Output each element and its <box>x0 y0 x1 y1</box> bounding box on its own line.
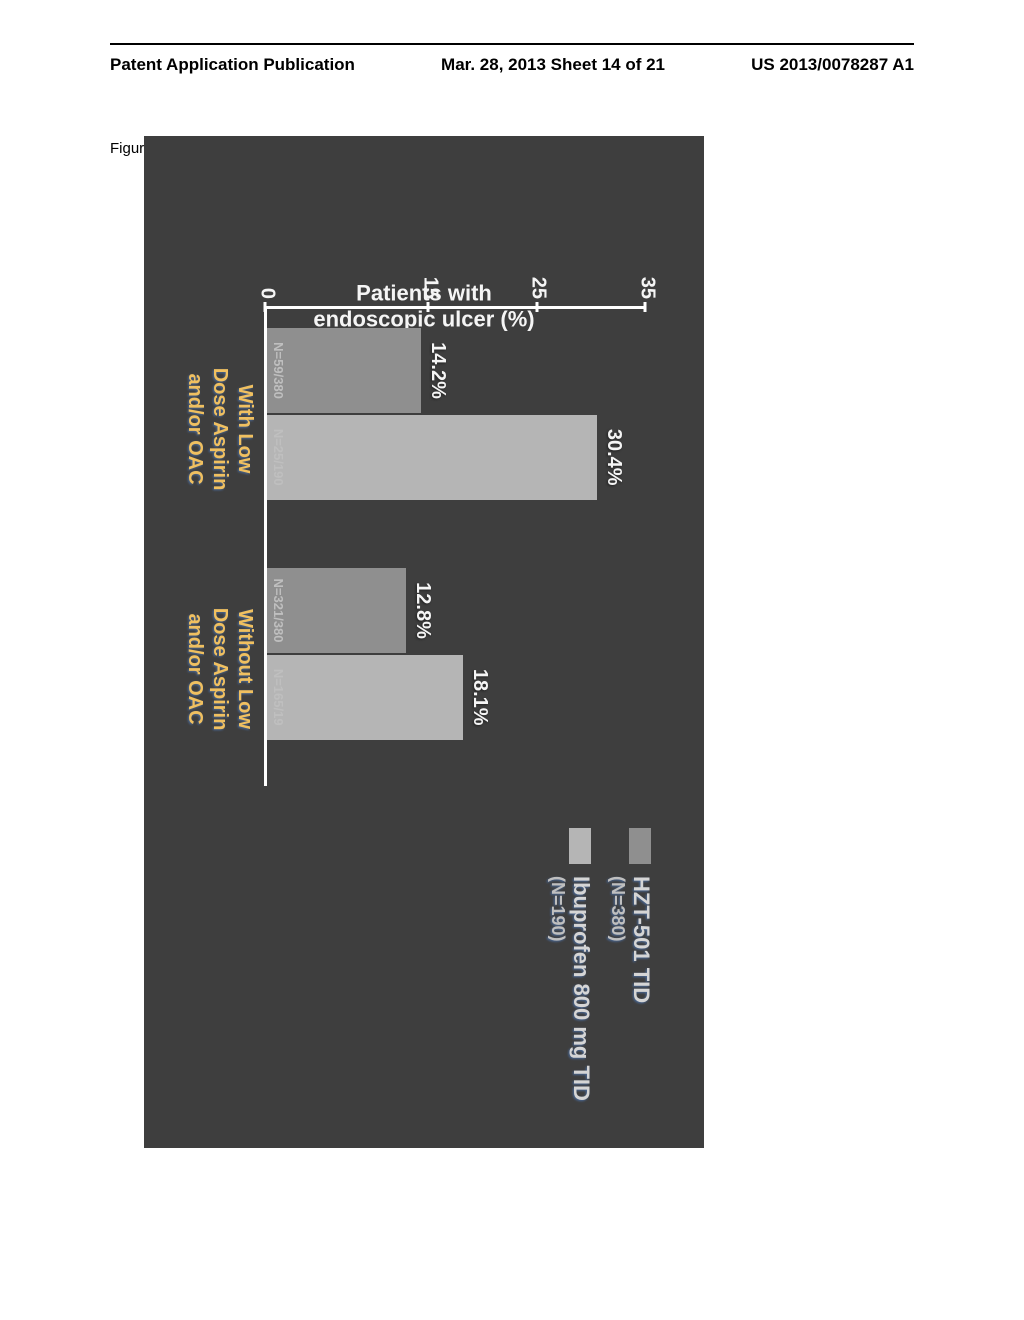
category-label: Without LowDose Aspirinand/or OAC <box>182 569 257 769</box>
y-tick: 35 <box>636 259 659 309</box>
legend-swatch <box>569 828 591 864</box>
legend-item: Ibuprofen 800 mg TID (N=190) <box>546 828 594 1108</box>
legend-label: HZT-501 TID (N=380) <box>606 876 654 1003</box>
bar-value-label: 12.8% <box>411 568 434 653</box>
bar-n-label: N=59/380 <box>271 328 286 413</box>
bar-n-label: N=25/190 <box>271 415 286 500</box>
bar-value-label: 14.2% <box>426 328 449 413</box>
bar: 14.2%N=59/380 <box>267 328 421 413</box>
y-tick: 15 <box>418 259 441 309</box>
header-center: Mar. 28, 2013 Sheet 14 of 21 <box>441 55 665 75</box>
chart-frame: Patients withendoscopic ulcer (%) 015253… <box>144 136 704 1148</box>
plot-area: 015253514.2%N=59/38030.4%N=25/190With Lo… <box>264 306 644 786</box>
y-tick: 0 <box>256 259 279 309</box>
legend-label: Ibuprofen 800 mg TID (N=190) <box>546 876 594 1101</box>
bar-n-label: N=321/380 <box>271 568 286 653</box>
header-right: US 2013/0078287 A1 <box>751 55 914 75</box>
header-rule <box>110 43 914 45</box>
legend-item: HZT-501 TID (N=380) <box>606 828 654 1108</box>
bar: 18.1%N=165/19 <box>267 655 464 740</box>
legend: HZT-501 TID (N=380)Ibuprofen 800 mg TID … <box>534 828 654 1108</box>
header-left: Patent Application Publication <box>110 55 355 75</box>
chart-container: Patients withendoscopic ulcer (%) 015253… <box>0 136 704 696</box>
bar-value-label: 18.1% <box>469 655 492 740</box>
category-label: With LowDose Aspirinand/or OAC <box>182 329 257 529</box>
bar: 30.4%N=25/190 <box>267 415 597 500</box>
legend-swatch <box>629 828 651 864</box>
bar-n-label: N=165/19 <box>271 655 286 740</box>
page-header: Patent Application Publication Mar. 28, … <box>0 55 1024 75</box>
y-tick: 25 <box>527 259 550 309</box>
bar-value-label: 30.4% <box>602 415 625 500</box>
bar: 12.8%N=321/380 <box>267 568 406 653</box>
